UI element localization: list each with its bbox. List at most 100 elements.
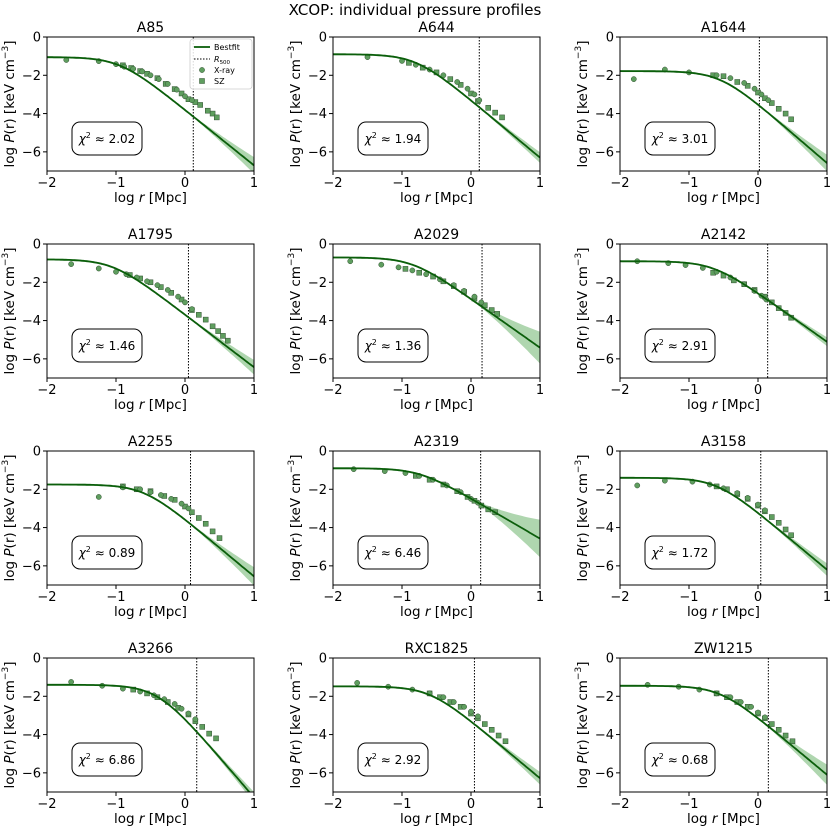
chi2-box: χ2 ≈ 0.68	[644, 742, 716, 777]
x-tick-label: −1	[392, 383, 411, 398]
y-tick-label: −4	[22, 107, 41, 122]
xray-point	[762, 714, 768, 721]
sz-point	[196, 515, 202, 521]
sz-point	[213, 735, 219, 742]
xray-point	[178, 705, 185, 712]
plot-area	[333, 451, 540, 585]
chi2-box: χ2 ≈ 1.72	[644, 535, 716, 570]
xray-point	[147, 72, 154, 79]
xray-point	[755, 709, 761, 716]
y-tick-label: 0	[33, 652, 41, 667]
chi2-label: χ2 ≈ 0.89	[78, 545, 136, 560]
x-tick-label: 1	[823, 176, 830, 191]
x-tick-label: 1	[536, 590, 544, 605]
legend-sz-swatch	[199, 78, 205, 84]
chi2-box: χ2 ≈ 2.91	[644, 328, 716, 363]
x-tick-label: 0	[467, 797, 475, 812]
x-tick-label: 1	[823, 797, 830, 812]
axes-frame	[332, 36, 541, 172]
y-axis-label: log P(r) [keV cm−3]	[574, 662, 591, 789]
axes-frame	[46, 657, 255, 793]
bestfit-line	[47, 483, 254, 578]
y-tick-label: −4	[595, 314, 614, 329]
xray-point	[395, 264, 402, 271]
x-tick-label: −2	[323, 590, 342, 605]
plot-area	[620, 37, 827, 171]
y-tick-label: −2	[22, 690, 41, 705]
panel-title: A85	[137, 20, 164, 36]
xray-point	[185, 505, 192, 512]
x-tick-label: −2	[610, 383, 629, 398]
x-axis-label: log r [Mpc]	[400, 811, 473, 827]
chi2-label: χ2 ≈ 6.46	[364, 545, 422, 560]
xray-point	[185, 710, 192, 717]
chi2-box-frame	[644, 535, 716, 570]
x-tick-label: 0	[181, 797, 189, 812]
chi2-box: χ2 ≈ 1.46	[71, 328, 143, 363]
y-tick-label: −6	[595, 352, 614, 367]
uncertainty-band	[333, 467, 540, 558]
sz-point	[769, 514, 775, 520]
sz-point	[225, 337, 231, 344]
legend-r500-label: R500	[214, 55, 231, 66]
plot-area	[333, 658, 540, 792]
x-tick-label: −2	[610, 176, 629, 191]
x-tick-label: 0	[754, 590, 762, 605]
y-tick-label: −2	[595, 483, 614, 498]
y-tick-label: −4	[308, 314, 327, 329]
chi2-box: χ2 ≈ 1.94	[357, 121, 429, 156]
xray-point	[182, 93, 188, 100]
xray-point	[475, 713, 481, 720]
sz-point	[209, 110, 216, 117]
y-tick-label: −4	[22, 314, 41, 329]
y-axis-label: log P(r) [keV cm−3]	[287, 455, 304, 582]
xray-point	[164, 81, 171, 87]
y-axis-label: log P(r) [keV cm−3]	[1, 662, 18, 789]
xray-point	[450, 699, 457, 705]
xray-point	[755, 501, 761, 508]
sz-point	[789, 738, 796, 745]
bestfit-line	[333, 467, 540, 540]
xray-point	[461, 703, 467, 710]
x-tick-label: −1	[392, 590, 411, 605]
sz-point	[202, 520, 209, 527]
bestfit-line	[620, 476, 827, 571]
panel-title: RXC1825	[405, 641, 469, 657]
axes-frame	[332, 657, 541, 793]
xray-point	[758, 91, 765, 98]
sz-point	[220, 333, 226, 339]
x-tick-label: −2	[37, 590, 56, 605]
sz-point	[495, 732, 502, 739]
bestfit-line	[333, 53, 540, 159]
bestfit-line	[47, 683, 251, 792]
plot-area	[47, 658, 254, 792]
y-axis-label: log P(r) [keV cm−3]	[574, 455, 591, 582]
xray-point	[178, 500, 185, 507]
panel-title: A2029	[414, 227, 459, 243]
chi2-label: χ2 ≈ 3.01	[651, 131, 709, 146]
xray-point	[68, 261, 75, 267]
chi2-label: χ2 ≈ 1.94	[364, 131, 422, 146]
chi2-box: χ2 ≈ 1.36	[357, 328, 429, 363]
sz-point	[447, 76, 454, 82]
panel-a85: −2 −1 0 1 0 −2 −4 −6 A85 log r [Mpc] log P(r) [keV…	[1, 20, 258, 206]
y-tick-label: 0	[33, 31, 41, 46]
x-tick-label: −1	[392, 176, 411, 191]
panel-a1795: −2 −1 0 1 0 −2 −4 −6 A1795 log r [Mpc] log P(r) [k…	[1, 227, 258, 413]
x-tick-label: 0	[467, 383, 475, 398]
y-tick-label: −6	[22, 766, 41, 781]
sz-point	[720, 73, 727, 79]
sz-point	[209, 323, 216, 330]
chi2-box: χ2 ≈ 0.89	[71, 535, 143, 570]
axes-frame	[46, 243, 255, 379]
y-tick-label: −6	[595, 559, 614, 574]
legend-bestfit-label: Bestfit	[214, 43, 240, 52]
panel-a644: −2 −1 0 1 0 −2 −4 −6 A644 log r [Mpc] log P(r) [ke…	[287, 20, 544, 206]
sz-point	[782, 110, 789, 117]
y-tick-label: −2	[22, 276, 41, 291]
y-tick-label: 0	[33, 238, 41, 253]
axes-frame	[332, 450, 541, 586]
chi2-label: χ2 ≈ 1.72	[651, 545, 709, 560]
x-axis-label: log r [Mpc]	[687, 604, 760, 620]
